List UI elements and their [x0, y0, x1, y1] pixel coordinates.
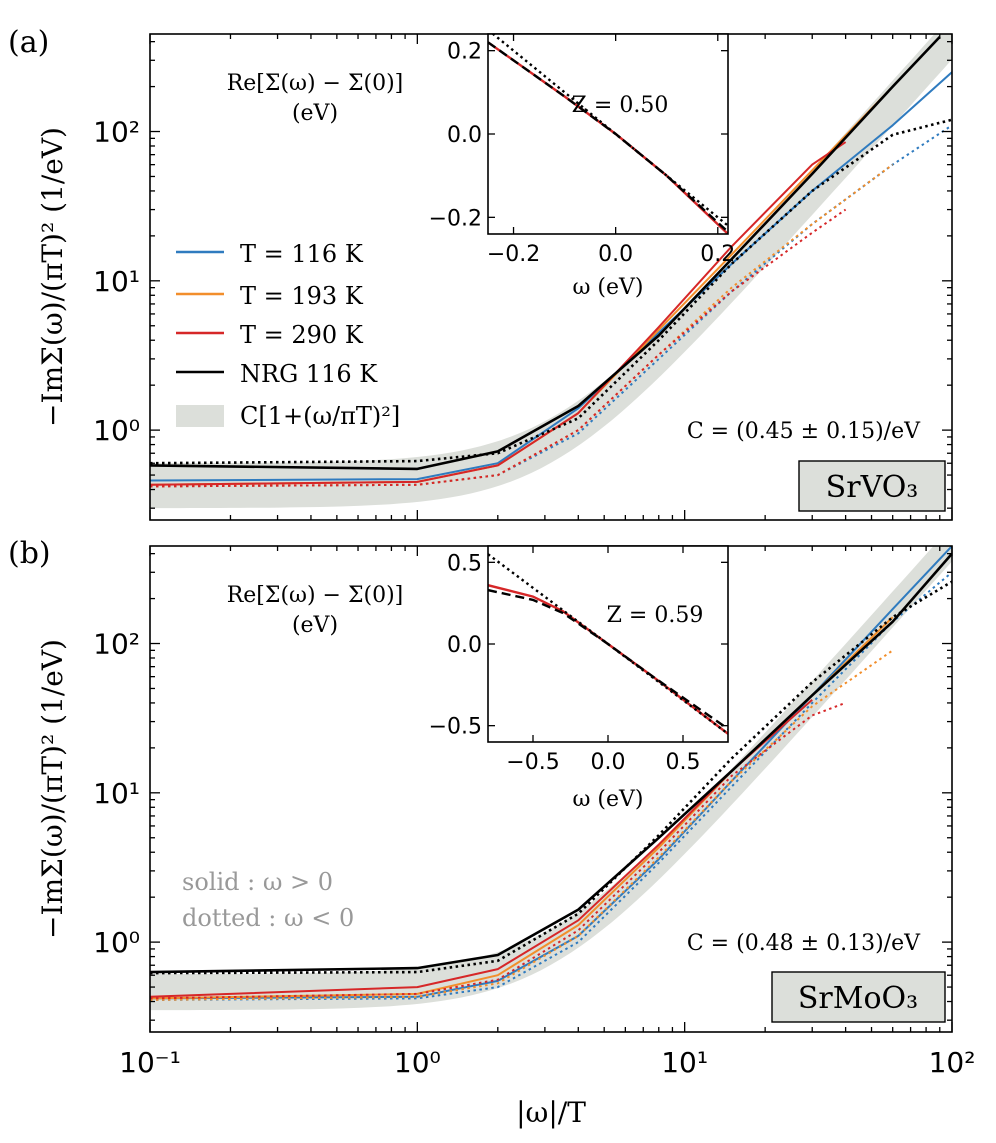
- legend-label-band: C[1+(ω/πT)²]: [240, 402, 400, 430]
- inset-x-tick-label: 0.2: [700, 242, 735, 267]
- series-t-116-k-dotted: [150, 571, 952, 1001]
- inset-b: −0.5 −0.5 0.0 0.0 0.5 0.5 Re[Σ(ω) − Σ(0)] (eV)…: [227, 545, 729, 812]
- inset-z-b: Z = 0.59: [607, 603, 704, 628]
- legend-label-t290: T = 290 K: [240, 321, 364, 349]
- y-tick-label: 10¹: [93, 777, 140, 810]
- panel-a: (a) 10⁰ 10¹ 10² T = 116 K T = 193 K T = 29…: [8, 25, 953, 521]
- material-box-a: [798, 460, 946, 512]
- inset-xlabel-b: ω (eV): [572, 787, 643, 812]
- x-tick-label: 10⁻¹: [119, 1046, 181, 1079]
- inset-a: −0.2−0.2 0.0 0.0 0.2 0.2 Re[Σ(ω) − Σ(0)] (eV)…: [227, 33, 735, 300]
- series-nrg-116-k-dotted: [150, 580, 952, 975]
- y-tick-label: 10¹: [93, 265, 140, 298]
- legend-label-t193: T = 193 K: [240, 282, 364, 310]
- inset-z-a: Z = 0.50: [572, 93, 669, 118]
- material-box-b: [771, 971, 946, 1023]
- inset-ylabel-line1: Re[Σ(ω) − Σ(0)]: [227, 583, 404, 608]
- inset-y-tick-label: 0.0: [447, 633, 482, 658]
- inset-series-linear-fit: [491, 34, 728, 227]
- series-b: [150, 546, 952, 1001]
- inset-ylabel-b: Re[Σ(ω) − Σ(0)] (eV): [227, 583, 404, 638]
- inset-x-tick-label: −0.5: [506, 750, 559, 775]
- y-axis-label-b: −ImΣ(ω)/(πT)² (1/eV): [36, 639, 69, 939]
- inset-ylabel-line1: Re[Σ(ω) − Σ(0)]: [227, 71, 404, 96]
- x-tick-label: 10¹: [661, 1046, 708, 1079]
- inset-y-tick-label: 0.5: [447, 551, 482, 576]
- legend-swatch-band: [176, 405, 224, 427]
- x-tick-label: 10²: [929, 1046, 976, 1079]
- inset-ticks-a: −0.2−0.2 0.0 0.0 0.2 0.2: [429, 34, 735, 267]
- series-nrg-116-k-solid: [150, 36, 941, 471]
- ticks-a: [149, 34, 953, 520]
- inset-y-tick-label: −0.2: [429, 206, 482, 231]
- x-axis-label: |ω|/T: [516, 1096, 586, 1129]
- constant-label-a: C = (0.45 ± 0.15)/eV: [687, 419, 921, 444]
- inset-series-linear-fit: [488, 553, 728, 735]
- ytick-labels-b: 10⁰ 10¹ 10²: [93, 628, 140, 960]
- legend-label-nrg: NRG 116 K: [240, 360, 378, 388]
- panel-b-label: (b): [8, 536, 51, 571]
- note-dotted: dotted : ω < 0: [182, 904, 354, 932]
- inset-y-tick-label: 0.2: [447, 40, 482, 65]
- legend: T = 116 K T = 193 K T = 290 K NRG 116 K …: [176, 240, 400, 430]
- inset-x-tick-label: 0.0: [598, 242, 633, 267]
- series-t-290-k-dotted: [150, 701, 846, 1000]
- series-nrg-116-k-solid: [150, 552, 952, 974]
- xtick-labels: 10⁻¹ 10⁰ 10¹ 10²: [119, 1046, 975, 1079]
- inset-series-nrg-116-k: [488, 41, 728, 233]
- y-tick-label: 10²: [93, 116, 140, 149]
- inset-series-b: [488, 553, 728, 735]
- inset-bg-a: [488, 34, 728, 234]
- inset-ylabel-line2: (eV): [292, 613, 338, 638]
- note-solid: solid : ω > 0: [182, 868, 333, 896]
- material-label-b: SrMoO₃: [798, 981, 918, 1016]
- inset-x-tick-label: −0.2: [487, 242, 540, 267]
- inset-y-tick-label: −0.5: [429, 715, 482, 740]
- y-tick-label: 10⁰: [93, 414, 140, 447]
- x-tick-label: 10⁰: [394, 1046, 441, 1079]
- inset-series-a: [488, 34, 728, 234]
- series-nrg-116-k-dotted: [150, 118, 952, 465]
- inset-series-nrg-116-k: [488, 588, 728, 730]
- inset-y-tick-label: 0.0: [447, 123, 482, 148]
- panel-a-label: (a): [8, 25, 49, 60]
- material-label-a: SrVO₃: [826, 470, 919, 505]
- inset-ylabel-line2: (eV): [292, 101, 338, 126]
- inset-ylabel-a: Re[Σ(ω) − Σ(0)] (eV): [227, 71, 404, 126]
- panel-b: (b) 10⁰ 10¹ 10² solid : ω > 0 dotted : ω <…: [8, 536, 953, 1033]
- y-tick-label: 10⁰: [93, 926, 140, 959]
- series-t-116-k-solid: [150, 71, 952, 482]
- inset-xlabel-a: ω (eV): [572, 275, 643, 300]
- series-a: [150, 36, 952, 488]
- constant-label-b: C = (0.48 ± 0.13)/eV: [687, 931, 921, 956]
- ytick-labels-a: 10⁰ 10¹ 10²: [93, 116, 140, 448]
- inset-x-tick-label: 0.0: [591, 750, 626, 775]
- series-t-193-k-dotted: [150, 649, 894, 1001]
- y-axis-label-a: −ImΣ(ω)/(πT)² (1/eV): [36, 127, 69, 427]
- inset-ticks-b: −0.5 −0.5 0.0 0.0 0.5 0.5: [429, 546, 728, 775]
- legend-label-t116: T = 116 K: [240, 240, 364, 268]
- inset-x-tick-label: 0.5: [666, 750, 701, 775]
- y-tick-label: 10²: [93, 628, 140, 661]
